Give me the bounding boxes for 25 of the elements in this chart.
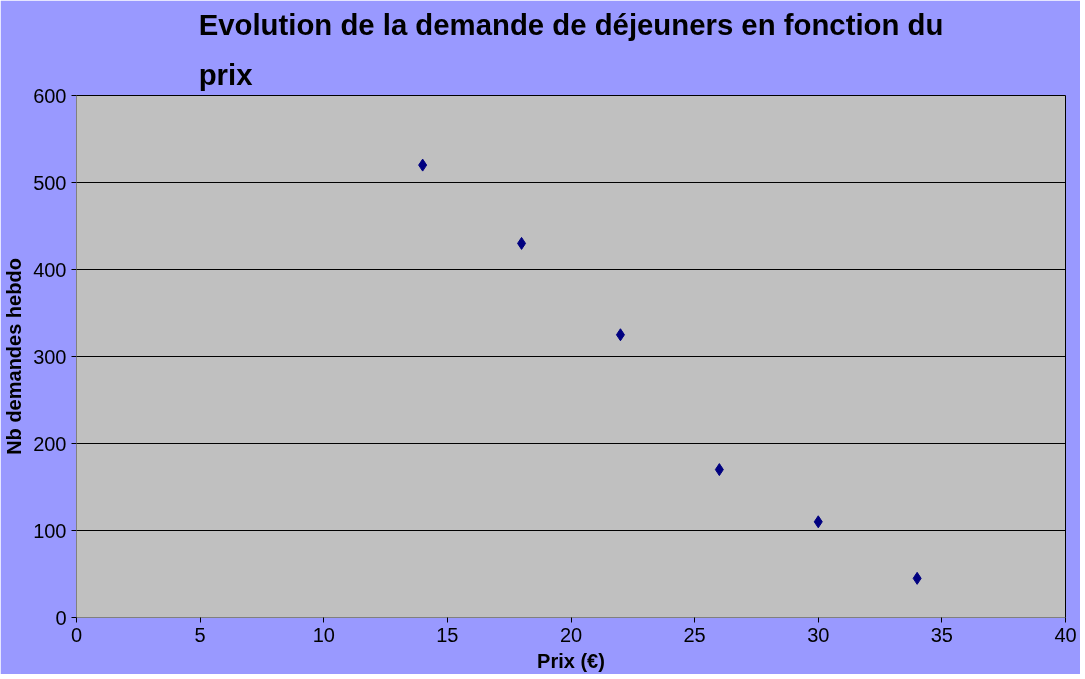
x-tick-label: 15: [436, 623, 459, 646]
y-tick-label: 400: [33, 258, 67, 281]
x-axis-title: Prix (€): [537, 649, 605, 672]
x-tick-label: 35: [930, 623, 953, 646]
point: [517, 236, 527, 250]
x-tick-label: 40: [1054, 623, 1077, 646]
x-tick-label: 5: [194, 623, 206, 646]
point: [912, 571, 922, 585]
point: [615, 328, 625, 342]
y-tick-label: 100: [33, 519, 67, 542]
chart-title: Evolution de la demande de déjeuners en fonction du prix: [198, 8, 944, 91]
y-tick-label: 600: [33, 84, 67, 107]
x-tick-label: 10: [312, 623, 335, 646]
x-tick-label: 25: [683, 623, 706, 646]
x-tick-label: 0: [70, 623, 83, 646]
x-tick-label: 30: [807, 623, 830, 646]
y-tick-label: 500: [33, 171, 67, 194]
y-tick-label: 200: [33, 432, 67, 455]
point: [714, 463, 724, 477]
point: [418, 158, 428, 172]
x-tick-label: 20: [559, 623, 583, 646]
y-tick-label: 300: [33, 345, 67, 368]
y-tick-label: 0: [55, 606, 67, 629]
y-axis-title: Nb demandes hebdo: [3, 258, 26, 455]
point: [813, 515, 823, 529]
